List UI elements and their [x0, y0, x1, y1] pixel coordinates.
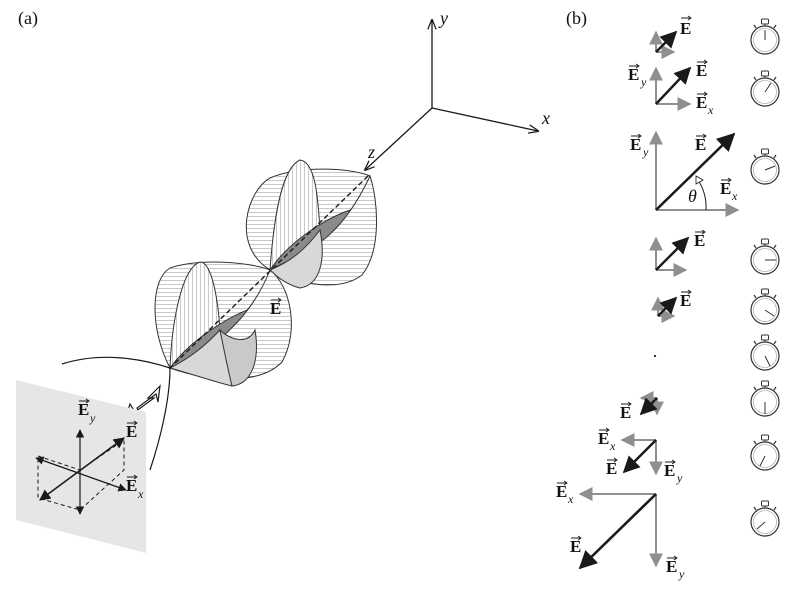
e-vector-4 [655, 236, 690, 271]
screen-diagonal-arrow [39, 437, 125, 501]
ex-label-8: E [598, 429, 609, 448]
e-vector-2 [655, 66, 692, 105]
theta-label: θ [688, 186, 697, 206]
vector-overarrows [79, 15, 732, 561]
wave-lower-lobe [154, 261, 292, 387]
stopwatch-4 [750, 238, 780, 275]
propagation-axis [169, 175, 369, 369]
theta-arc-head [695, 175, 704, 185]
e-vector-9 [578, 493, 657, 570]
screen-ey-sub: y [89, 411, 96, 425]
e-vector-8 [622, 439, 657, 474]
vector-diagram-1: E [649, 19, 691, 59]
stopwatch-8 [750, 434, 780, 471]
ey-label-3: E [630, 135, 641, 154]
screen-e-label: E [126, 422, 137, 441]
vector-diagram-9: E x E E y [556, 482, 685, 581]
e-vector-3 [655, 132, 736, 211]
z-axis-label: z [367, 142, 375, 162]
e-label-2: E [696, 61, 707, 80]
wave-upper-lobe [245, 159, 378, 289]
e-vector-5 [657, 296, 678, 317]
stopwatch-hand-6 [764, 355, 771, 367]
trailing-curve [61, 356, 171, 471]
theta-arc [697, 179, 707, 211]
vector-diagram-8: E x E E y [598, 429, 683, 485]
wave-field-label: E [270, 299, 281, 318]
vertical-sheet-lower-front [219, 328, 257, 387]
e-vector-7 [639, 397, 658, 416]
zero-field-dot: · [652, 346, 658, 366]
ex-label-2: E [696, 93, 707, 112]
ey-sub-2: y [640, 75, 647, 89]
e-label-8: E [606, 459, 617, 478]
ey-label-8: E [664, 461, 675, 480]
ex-sub-8: x [609, 439, 616, 453]
ex-sub-3: x [731, 189, 738, 203]
stopwatch-hand-2 [764, 82, 772, 93]
ex-label-9: E [556, 482, 567, 501]
e-label-7: E [620, 403, 631, 422]
e-vector-1 [655, 30, 678, 53]
vector-diagram-5: E [651, 291, 691, 323]
ey-sub-9: y [678, 567, 685, 581]
screen-ey-label: E [78, 400, 89, 419]
e-label-1: E [680, 19, 691, 38]
x-axis [431, 107, 538, 131]
stopwatch-9 [750, 500, 780, 537]
panel-b-label: (b) [566, 8, 587, 29]
stopwatch-5 [750, 288, 780, 325]
stopwatch-hand-3 [764, 165, 776, 171]
observation-screen: E y E E x [16, 380, 146, 553]
axes: y x z [365, 8, 550, 170]
ex-label-3: E [720, 179, 731, 198]
e-label-4: E [694, 231, 705, 250]
e-label-5: E [680, 291, 691, 310]
vector-diagram-2: E y E E x [628, 61, 714, 117]
e-label-9: E [570, 537, 581, 556]
x-axis-label: x [541, 108, 550, 128]
ex-sub-2: x [707, 103, 714, 117]
ey-sub-3: y [642, 145, 649, 159]
stopwatch-hand-8 [759, 455, 766, 467]
z-axis [365, 107, 433, 170]
vector-diagram-4: E [649, 231, 705, 277]
y-axis-label: y [438, 8, 448, 28]
vector-diagram-3: θ E y E E x [630, 130, 740, 217]
stopwatch-hand-5 [764, 309, 775, 317]
stopwatch-2 [750, 70, 780, 107]
stopwatch-6 [750, 334, 780, 371]
screen-ex-label: E [126, 476, 137, 495]
ex-sub-9: x [567, 492, 574, 506]
vertical-sheet-upper-back [269, 228, 323, 289]
ey-label-9: E [666, 557, 677, 576]
ey-sub-8: y [676, 471, 683, 485]
ey-label-2: E [628, 65, 639, 84]
stopwatch-hand-9 [756, 521, 766, 530]
vector-diagram-7: E [620, 391, 664, 422]
panel-a-label: (a) [18, 8, 38, 29]
screen-ex-sub: x [137, 487, 144, 501]
e-label-3: E [695, 135, 706, 154]
